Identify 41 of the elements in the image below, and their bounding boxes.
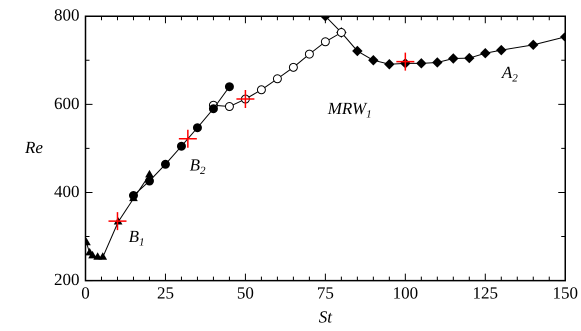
point <box>416 58 426 68</box>
point <box>288 62 298 72</box>
point <box>176 142 186 151</box>
x-axis-title: St <box>318 307 334 326</box>
x-tick-label: 125 <box>472 283 498 302</box>
x-tick-label: 75 <box>316 283 334 302</box>
point <box>208 104 218 114</box>
point <box>236 89 256 109</box>
y-axis-title: Re <box>24 138 44 157</box>
point <box>178 128 198 148</box>
point <box>146 170 154 178</box>
point <box>304 50 314 59</box>
point <box>224 82 234 92</box>
point <box>396 52 416 72</box>
point <box>480 48 490 58</box>
point <box>88 251 96 258</box>
point <box>368 55 378 66</box>
point <box>528 40 538 50</box>
x-tick-label: 100 <box>392 283 418 302</box>
point <box>384 59 394 70</box>
point <box>272 74 282 84</box>
point <box>448 54 458 64</box>
point <box>320 37 330 46</box>
x-tick-label: 0 <box>81 283 90 302</box>
point <box>432 57 442 68</box>
point <box>98 252 107 260</box>
y-tick-label: 800 <box>54 6 80 25</box>
point <box>160 160 170 169</box>
point <box>256 85 266 94</box>
point <box>496 45 506 56</box>
point <box>108 211 128 231</box>
point <box>352 46 362 56</box>
y-tick-label: 400 <box>54 182 80 201</box>
x-tick-label: 50 <box>236 283 254 302</box>
point <box>464 53 474 64</box>
x-tick-label: 25 <box>156 283 174 302</box>
y-tick-label: 600 <box>54 94 80 113</box>
point <box>224 102 234 112</box>
y-tick-label: 200 <box>54 270 80 290</box>
point <box>192 123 202 132</box>
x-tick-label: 150 <box>552 283 578 302</box>
